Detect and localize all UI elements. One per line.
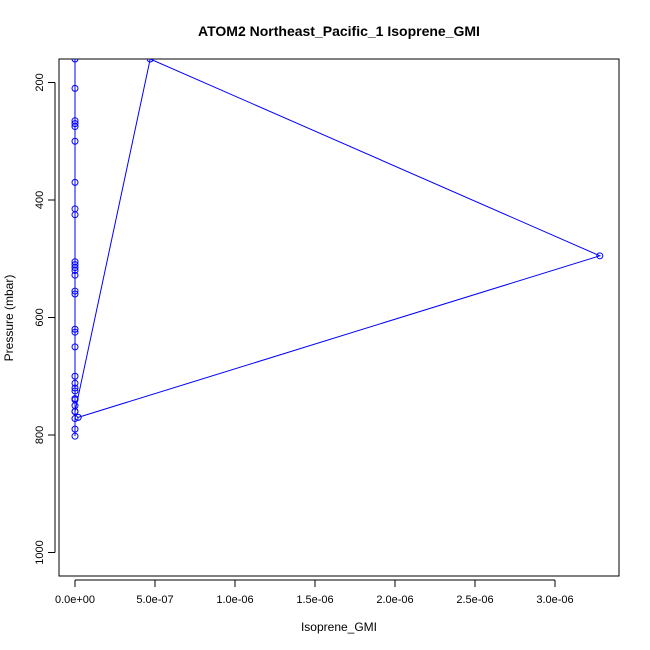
plot-area [58, 58, 620, 577]
data-point [71, 384, 79, 392]
data-point [71, 432, 79, 440]
data-point [71, 415, 79, 423]
x-axis-label: Isoprene_GMI [301, 620, 377, 634]
data-point [146, 59, 154, 63]
data-point [71, 271, 79, 279]
x-tick-label: 0.0e+00 [55, 594, 95, 606]
x-axis: 0.0e+00 5.0e-07 1.0e-06 1.5e-06 2.0e-06 2.5e-… [55, 579, 574, 606]
x-tick-label: 2.5e-06 [456, 594, 493, 606]
y-axis: 200 400 600 800 1000 [34, 73, 56, 565]
x-tick-label: 3.0e-06 [536, 594, 573, 606]
chart-title: ATOM2 Northeast_Pacific_1 Isoprene_GMI [198, 23, 480, 39]
y-tick-label: 600 [34, 308, 46, 326]
data-point [71, 387, 79, 395]
series-clip-group [71, 59, 604, 440]
data-point [71, 325, 79, 333]
data-point [71, 396, 79, 404]
data-point [71, 372, 79, 380]
data-point [71, 425, 79, 433]
data-point [71, 120, 79, 128]
data-point [71, 84, 79, 92]
data-point [596, 252, 604, 260]
x-tick-label: 2.0e-06 [376, 594, 413, 606]
data-point [71, 287, 79, 295]
data-point [71, 290, 79, 298]
y-tick-label: 1000 [34, 540, 46, 564]
data-point [74, 413, 82, 421]
x-tick-label: 1.5e-06 [296, 594, 333, 606]
x-tick-label: 5.0e-07 [136, 594, 173, 606]
series-line [74, 59, 602, 437]
plot-box [58, 58, 620, 577]
y-axis-label: Pressure (mbar) [2, 275, 16, 362]
data-point [71, 205, 79, 213]
data-point [71, 408, 79, 415]
x-tick-label: 1.0e-06 [216, 594, 253, 606]
data-point [71, 379, 79, 387]
data-point [71, 137, 79, 145]
data-point [71, 261, 79, 269]
data-point [71, 59, 79, 63]
data-point [71, 178, 79, 186]
data-point [71, 117, 79, 125]
y-tick-label: 200 [34, 73, 46, 91]
y-tick-label: 400 [34, 191, 46, 209]
y-tick-label: 800 [34, 426, 46, 444]
data-point [71, 343, 79, 351]
data-point [71, 328, 79, 336]
data-point [71, 258, 79, 266]
series-group [71, 59, 604, 440]
